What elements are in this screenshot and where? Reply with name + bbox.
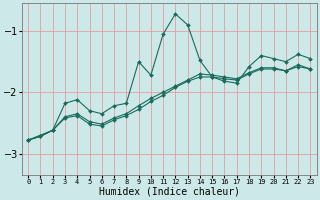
X-axis label: Humidex (Indice chaleur): Humidex (Indice chaleur) [99,187,240,197]
